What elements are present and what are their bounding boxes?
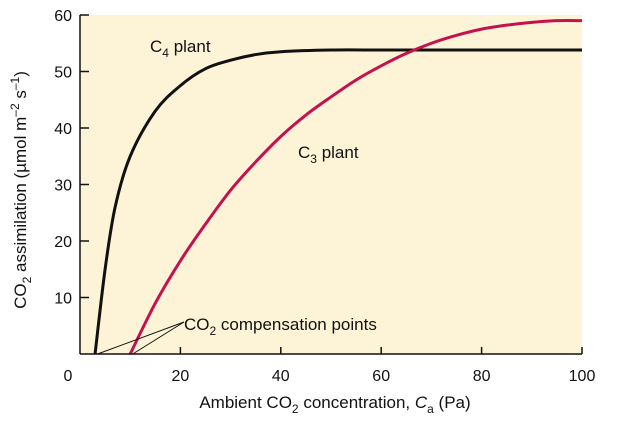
- y-tick-label-40: 40: [54, 121, 72, 138]
- series-line-1: [128, 19, 583, 355]
- y-tick-label-10: 10: [54, 291, 72, 308]
- x-tick-label-40: 40: [272, 368, 290, 385]
- annotation-pointer-1: [132, 321, 185, 355]
- annotation-compensation-points: CO2 compensation points: [184, 315, 377, 338]
- series-line-0: [93, 48, 582, 355]
- y-tick-label-50: 50: [54, 65, 72, 82]
- x-axis-label-sub: 2: [292, 402, 299, 416]
- x-tick-label-20: 20: [172, 368, 190, 385]
- plot-background: [80, 15, 582, 354]
- y-tick-label-60: 60: [54, 8, 72, 25]
- y-tick-label-30: 30: [54, 178, 72, 195]
- x-axis-label-italic: C: [415, 393, 428, 412]
- x-tick-label-60: 60: [372, 368, 390, 385]
- annotation-pointer-0: [97, 321, 185, 355]
- y-tick-label-20: 20: [54, 234, 72, 251]
- series-label-c4: C4 plant: [150, 37, 211, 60]
- y-axis-label-sub: 2: [20, 276, 34, 283]
- x-tick-label-0: 0: [64, 368, 73, 385]
- y-axis-label: CO2 assimilation (µmol m–2 s–1): [8, 71, 34, 309]
- x-axis-label: Ambient CO2 concentration, Ca (Pa): [199, 393, 470, 416]
- x-tick-label-100: 100: [569, 368, 596, 385]
- x-tick-label-80: 80: [473, 368, 491, 385]
- series-label-c3: C3 plant: [298, 143, 359, 166]
